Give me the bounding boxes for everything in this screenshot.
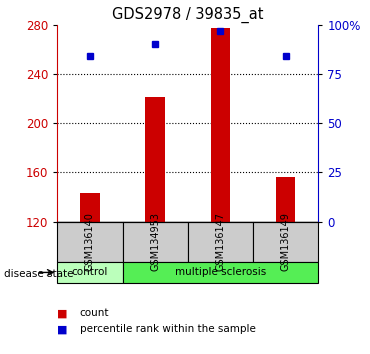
Bar <box>122 222 188 262</box>
Text: count: count <box>80 308 109 318</box>
Text: GSM136149: GSM136149 <box>280 212 290 271</box>
Text: control: control <box>72 267 108 278</box>
Bar <box>57 222 122 262</box>
Text: percentile rank within the sample: percentile rank within the sample <box>80 324 255 334</box>
Bar <box>253 222 318 262</box>
Bar <box>80 193 100 222</box>
Text: GSM134953: GSM134953 <box>150 212 160 271</box>
Text: disease state: disease state <box>4 269 73 279</box>
Text: ■: ■ <box>57 324 68 334</box>
Bar <box>276 177 295 222</box>
Text: GSM136147: GSM136147 <box>215 212 225 271</box>
Text: multiple sclerosis: multiple sclerosis <box>175 267 266 278</box>
Bar <box>145 97 165 222</box>
Bar <box>57 262 122 283</box>
Title: GDS2978 / 39835_at: GDS2978 / 39835_at <box>112 7 263 23</box>
Text: GSM136140: GSM136140 <box>85 212 95 271</box>
Bar <box>188 222 253 262</box>
Text: ■: ■ <box>57 308 68 318</box>
Bar <box>211 28 230 222</box>
Bar <box>122 262 318 283</box>
